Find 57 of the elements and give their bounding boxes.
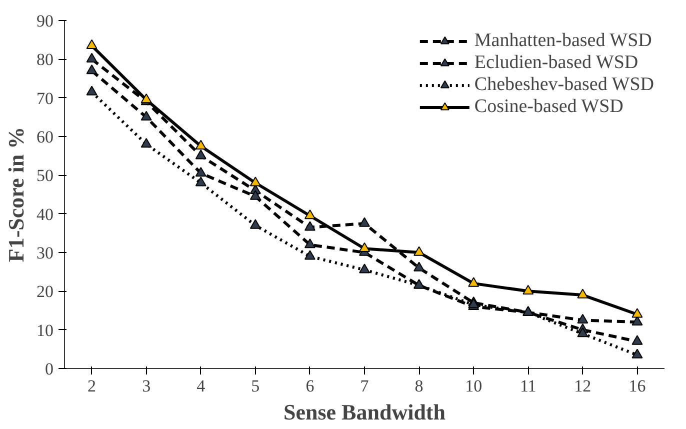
y-tick-label: 50 bbox=[36, 166, 54, 186]
point bbox=[195, 176, 206, 186]
y-tick-label: 40 bbox=[36, 204, 54, 224]
point bbox=[359, 264, 370, 274]
x-tick-label: 4 bbox=[196, 376, 206, 396]
x-tick-label: 11 bbox=[520, 376, 536, 396]
point bbox=[632, 348, 643, 358]
x-tick-label: 10 bbox=[465, 376, 482, 396]
y-tick-label: 60 bbox=[36, 128, 54, 146]
y-axis-title: F1-Score in % bbox=[4, 126, 28, 262]
x-tick-label: 7 bbox=[360, 376, 370, 396]
point bbox=[250, 219, 261, 229]
point bbox=[195, 140, 206, 150]
point bbox=[632, 335, 643, 345]
y-tick-label: 0 bbox=[45, 360, 54, 378]
x-tick-label: 2 bbox=[88, 376, 96, 396]
point bbox=[195, 166, 206, 177]
point bbox=[140, 138, 152, 148]
point bbox=[250, 176, 261, 186]
y-tick-label: 10 bbox=[36, 320, 54, 340]
y-tick-label: 70 bbox=[36, 88, 54, 108]
x-tick-label: 3 bbox=[142, 376, 151, 396]
x-tick-label: 8 bbox=[414, 376, 424, 396]
point bbox=[359, 217, 370, 227]
point bbox=[140, 110, 152, 121]
point bbox=[577, 314, 588, 324]
point bbox=[414, 246, 425, 256]
legend-label: Manhatten-based WSD bbox=[474, 30, 652, 52]
point bbox=[577, 288, 588, 298]
point bbox=[468, 277, 480, 287]
point bbox=[304, 250, 316, 260]
x-tick-label: 6 bbox=[306, 376, 314, 396]
point bbox=[359, 242, 370, 252]
point bbox=[304, 221, 316, 231]
x-tick-label: 5 bbox=[251, 376, 260, 396]
point bbox=[86, 86, 98, 96]
point bbox=[414, 262, 425, 272]
point bbox=[250, 190, 261, 200]
x-tick-label: 16 bbox=[628, 376, 646, 396]
x-tick-label: 12 bbox=[574, 376, 592, 396]
point bbox=[86, 39, 98, 50]
point bbox=[195, 150, 206, 160]
y-tick-label: 80 bbox=[36, 50, 54, 70]
y-tick-label: 20 bbox=[36, 282, 54, 302]
legend-label: Cosine-based WSD bbox=[474, 96, 624, 118]
y-tick-label: 30 bbox=[36, 244, 54, 262]
legend-label: Chebeshev-based WSD bbox=[474, 74, 654, 96]
point bbox=[522, 284, 534, 295]
legend-label: Ecludien-based WSD bbox=[474, 52, 638, 74]
y-tick-label: 90 bbox=[36, 12, 54, 30]
point bbox=[86, 52, 98, 63]
point bbox=[86, 64, 98, 74]
point bbox=[632, 308, 643, 318]
x-axis-title: Sense Bandwidth bbox=[284, 400, 446, 424]
point bbox=[577, 327, 588, 338]
point bbox=[304, 209, 316, 220]
point bbox=[304, 238, 316, 248]
